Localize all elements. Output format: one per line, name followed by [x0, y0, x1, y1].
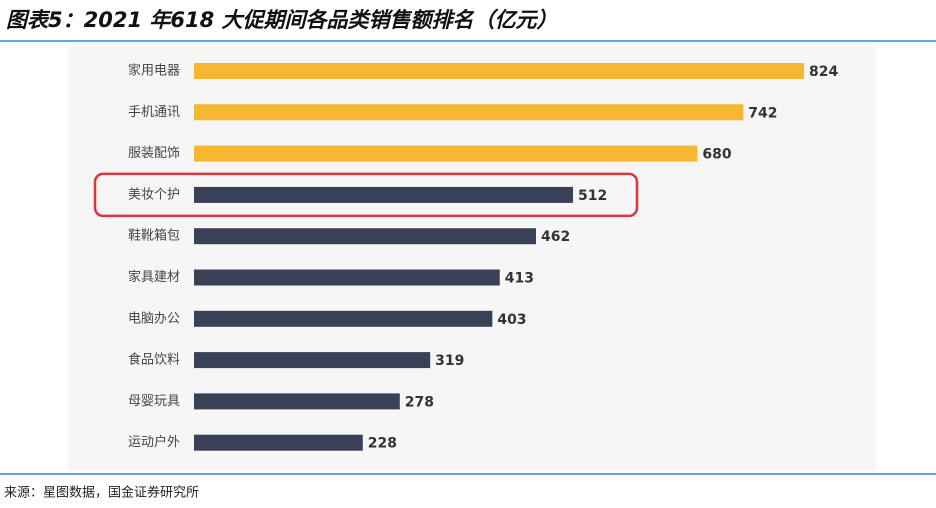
value-label: 278 [405, 394, 434, 410]
category-label: 食品饮料 [128, 352, 180, 368]
value-label: 413 [505, 271, 534, 287]
bar [194, 352, 431, 369]
category-label: 运动户外 [128, 434, 180, 450]
value-label: 680 [702, 147, 731, 163]
bar [194, 393, 400, 410]
bar [194, 228, 537, 245]
category-label: 家用电器 [128, 63, 180, 79]
category-label: 母婴玩具 [128, 394, 180, 409]
bar [194, 269, 500, 286]
category-label: 美妆个护 [128, 187, 180, 202]
bar [194, 104, 744, 121]
value-label: 512 [578, 188, 607, 204]
bar [194, 186, 574, 203]
bar [194, 434, 363, 451]
bar [194, 310, 493, 327]
value-label: 824 [809, 64, 838, 80]
chart-title: 图表5：2021 年618 大促期间各品类销售额排名（亿元） [6, 8, 558, 32]
category-label: 鞋靴箱包 [128, 228, 180, 244]
value-label: 403 [497, 312, 526, 328]
category-label: 服装配饰 [128, 146, 180, 161]
category-label: 手机通讯 [128, 105, 180, 120]
bar [194, 63, 804, 79]
category-label: 电脑办公 [128, 311, 180, 326]
value-label: 319 [435, 353, 464, 369]
value-label: 462 [541, 229, 570, 245]
value-label: 742 [748, 105, 777, 121]
bar [194, 145, 698, 162]
highlight-box [93, 172, 639, 218]
source-note: 来源：星图数据，国金证券研究所 [4, 485, 199, 501]
category-label: 家具建材 [128, 269, 180, 285]
value-label: 228 [368, 436, 397, 452]
